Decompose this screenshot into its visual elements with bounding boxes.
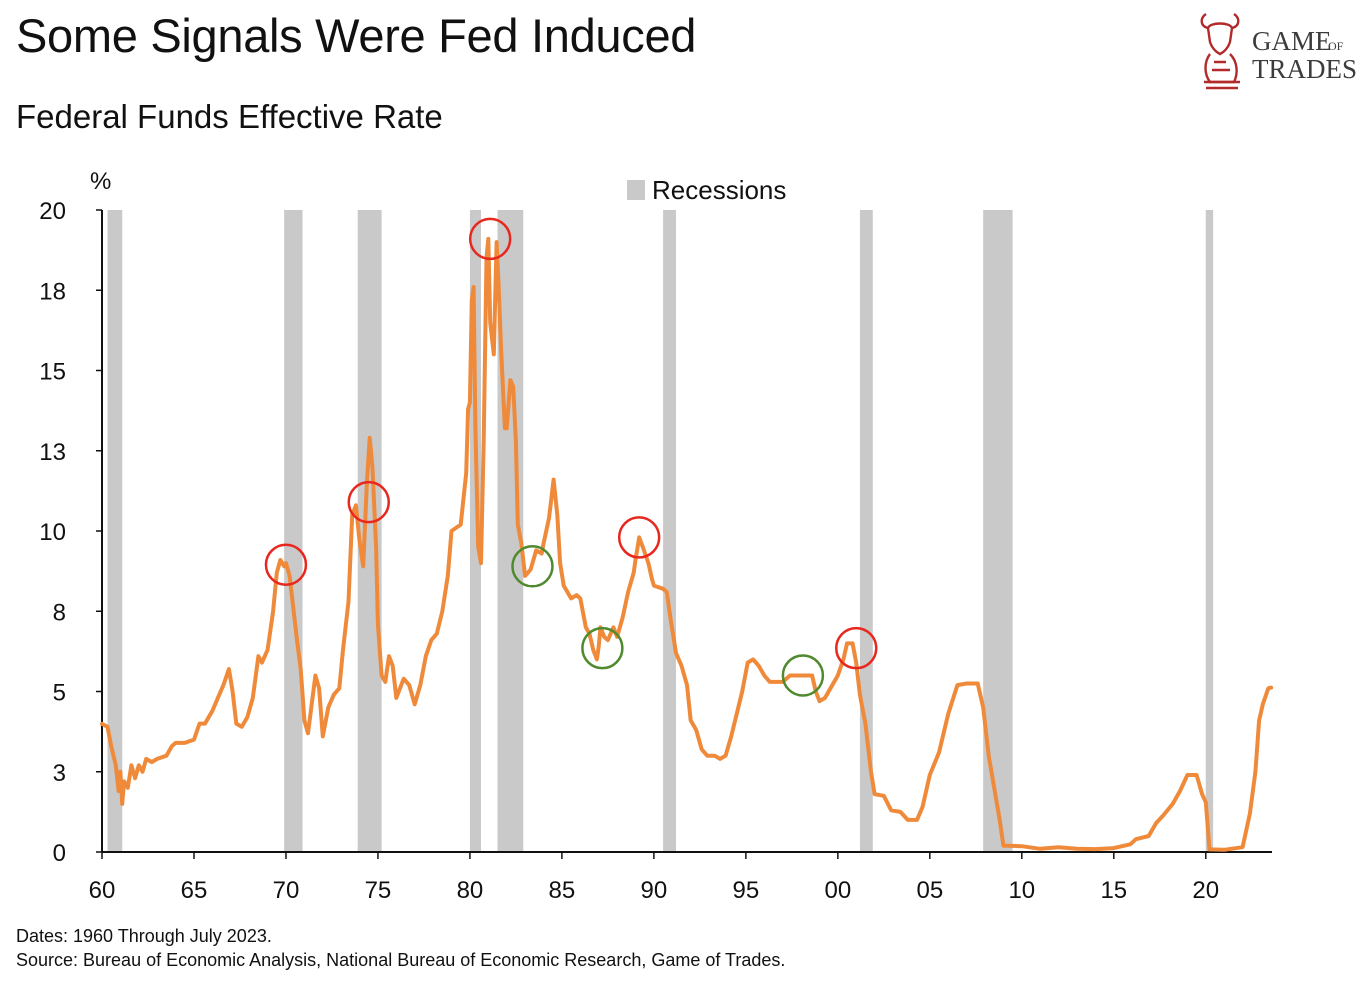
y-tick-label: 10 bbox=[39, 519, 66, 546]
recession-band bbox=[357, 210, 382, 852]
red-signal-circle bbox=[834, 626, 878, 670]
red-signal-circle bbox=[264, 543, 308, 586]
red-signal-circle bbox=[468, 217, 512, 261]
x-tick-label: 65 bbox=[181, 877, 208, 904]
recession-band bbox=[284, 210, 303, 852]
recession-band bbox=[859, 210, 873, 852]
chart-title: Some Signals Were Fed Induced bbox=[16, 9, 697, 62]
y-tick-label: 8 bbox=[53, 599, 66, 626]
y-tick-label: 5 bbox=[53, 680, 66, 707]
chart-legend: Recessions bbox=[627, 175, 786, 205]
y-tick-label: 18 bbox=[39, 278, 66, 305]
x-tick-label: 85 bbox=[549, 877, 576, 904]
axes: 0 3 5 8 10 13 15 18 20 60 65 70 75 80 85 90 95 00 05 10 15 20 bbox=[39, 198, 1272, 904]
recession-band bbox=[469, 210, 481, 852]
legend-swatch-recessions bbox=[627, 180, 645, 200]
green-signal-circle bbox=[581, 626, 624, 670]
footer-source: Source: Bureau of Economic Analysis, Nat… bbox=[16, 950, 786, 970]
logo-line1: GAME bbox=[1252, 26, 1332, 56]
y-tick-label: 20 bbox=[39, 198, 66, 225]
logo-graphic: GAME OF TRADES bbox=[1200, 13, 1357, 90]
annotation-circles bbox=[264, 217, 878, 697]
x-tick-label: 05 bbox=[916, 877, 943, 904]
x-tick-label: 10 bbox=[1008, 877, 1035, 904]
game-of-trades-logo: GAME OF TRADES bbox=[1190, 8, 1360, 94]
bull-knight-icon bbox=[1200, 13, 1240, 90]
x-tick-label: 60 bbox=[89, 877, 116, 904]
recession-band bbox=[107, 210, 123, 852]
series-line-layer bbox=[100, 236, 1274, 852]
recession-band bbox=[1205, 210, 1214, 852]
red-signal-circle bbox=[617, 516, 661, 559]
x-tick-label: 80 bbox=[457, 877, 484, 904]
x-tick-label: 95 bbox=[733, 877, 760, 904]
x-tick-label: 15 bbox=[1100, 877, 1127, 904]
red-signal-circle bbox=[347, 480, 390, 524]
recession-band bbox=[663, 210, 676, 852]
recession-bands bbox=[107, 210, 1214, 852]
y-tick-label: 15 bbox=[39, 359, 66, 386]
x-tick-label: 00 bbox=[824, 877, 851, 904]
x-tick-label: 90 bbox=[641, 877, 668, 904]
x-tick-label: 20 bbox=[1192, 877, 1219, 904]
logo-line2: TRADES bbox=[1252, 54, 1357, 84]
x-tick-label: 70 bbox=[273, 877, 300, 904]
logo-line1-small: OF bbox=[1328, 39, 1344, 53]
footer-dates: Dates: 1960 Through July 2023. bbox=[16, 926, 272, 946]
legend-label-recessions: Recessions bbox=[652, 175, 786, 205]
green-signal-circle bbox=[781, 654, 825, 697]
y-tick-label: 3 bbox=[53, 760, 66, 787]
chart-subtitle: Federal Funds Effective Rate bbox=[16, 98, 443, 135]
y-axis-unit-label: % bbox=[90, 168, 111, 195]
series-line-fed-funds-rate bbox=[100, 236, 1274, 852]
y-tick-label: 13 bbox=[39, 439, 66, 466]
x-tick-label: 75 bbox=[365, 877, 392, 904]
green-signal-circle bbox=[511, 545, 554, 588]
y-tick-label: 0 bbox=[53, 840, 66, 867]
